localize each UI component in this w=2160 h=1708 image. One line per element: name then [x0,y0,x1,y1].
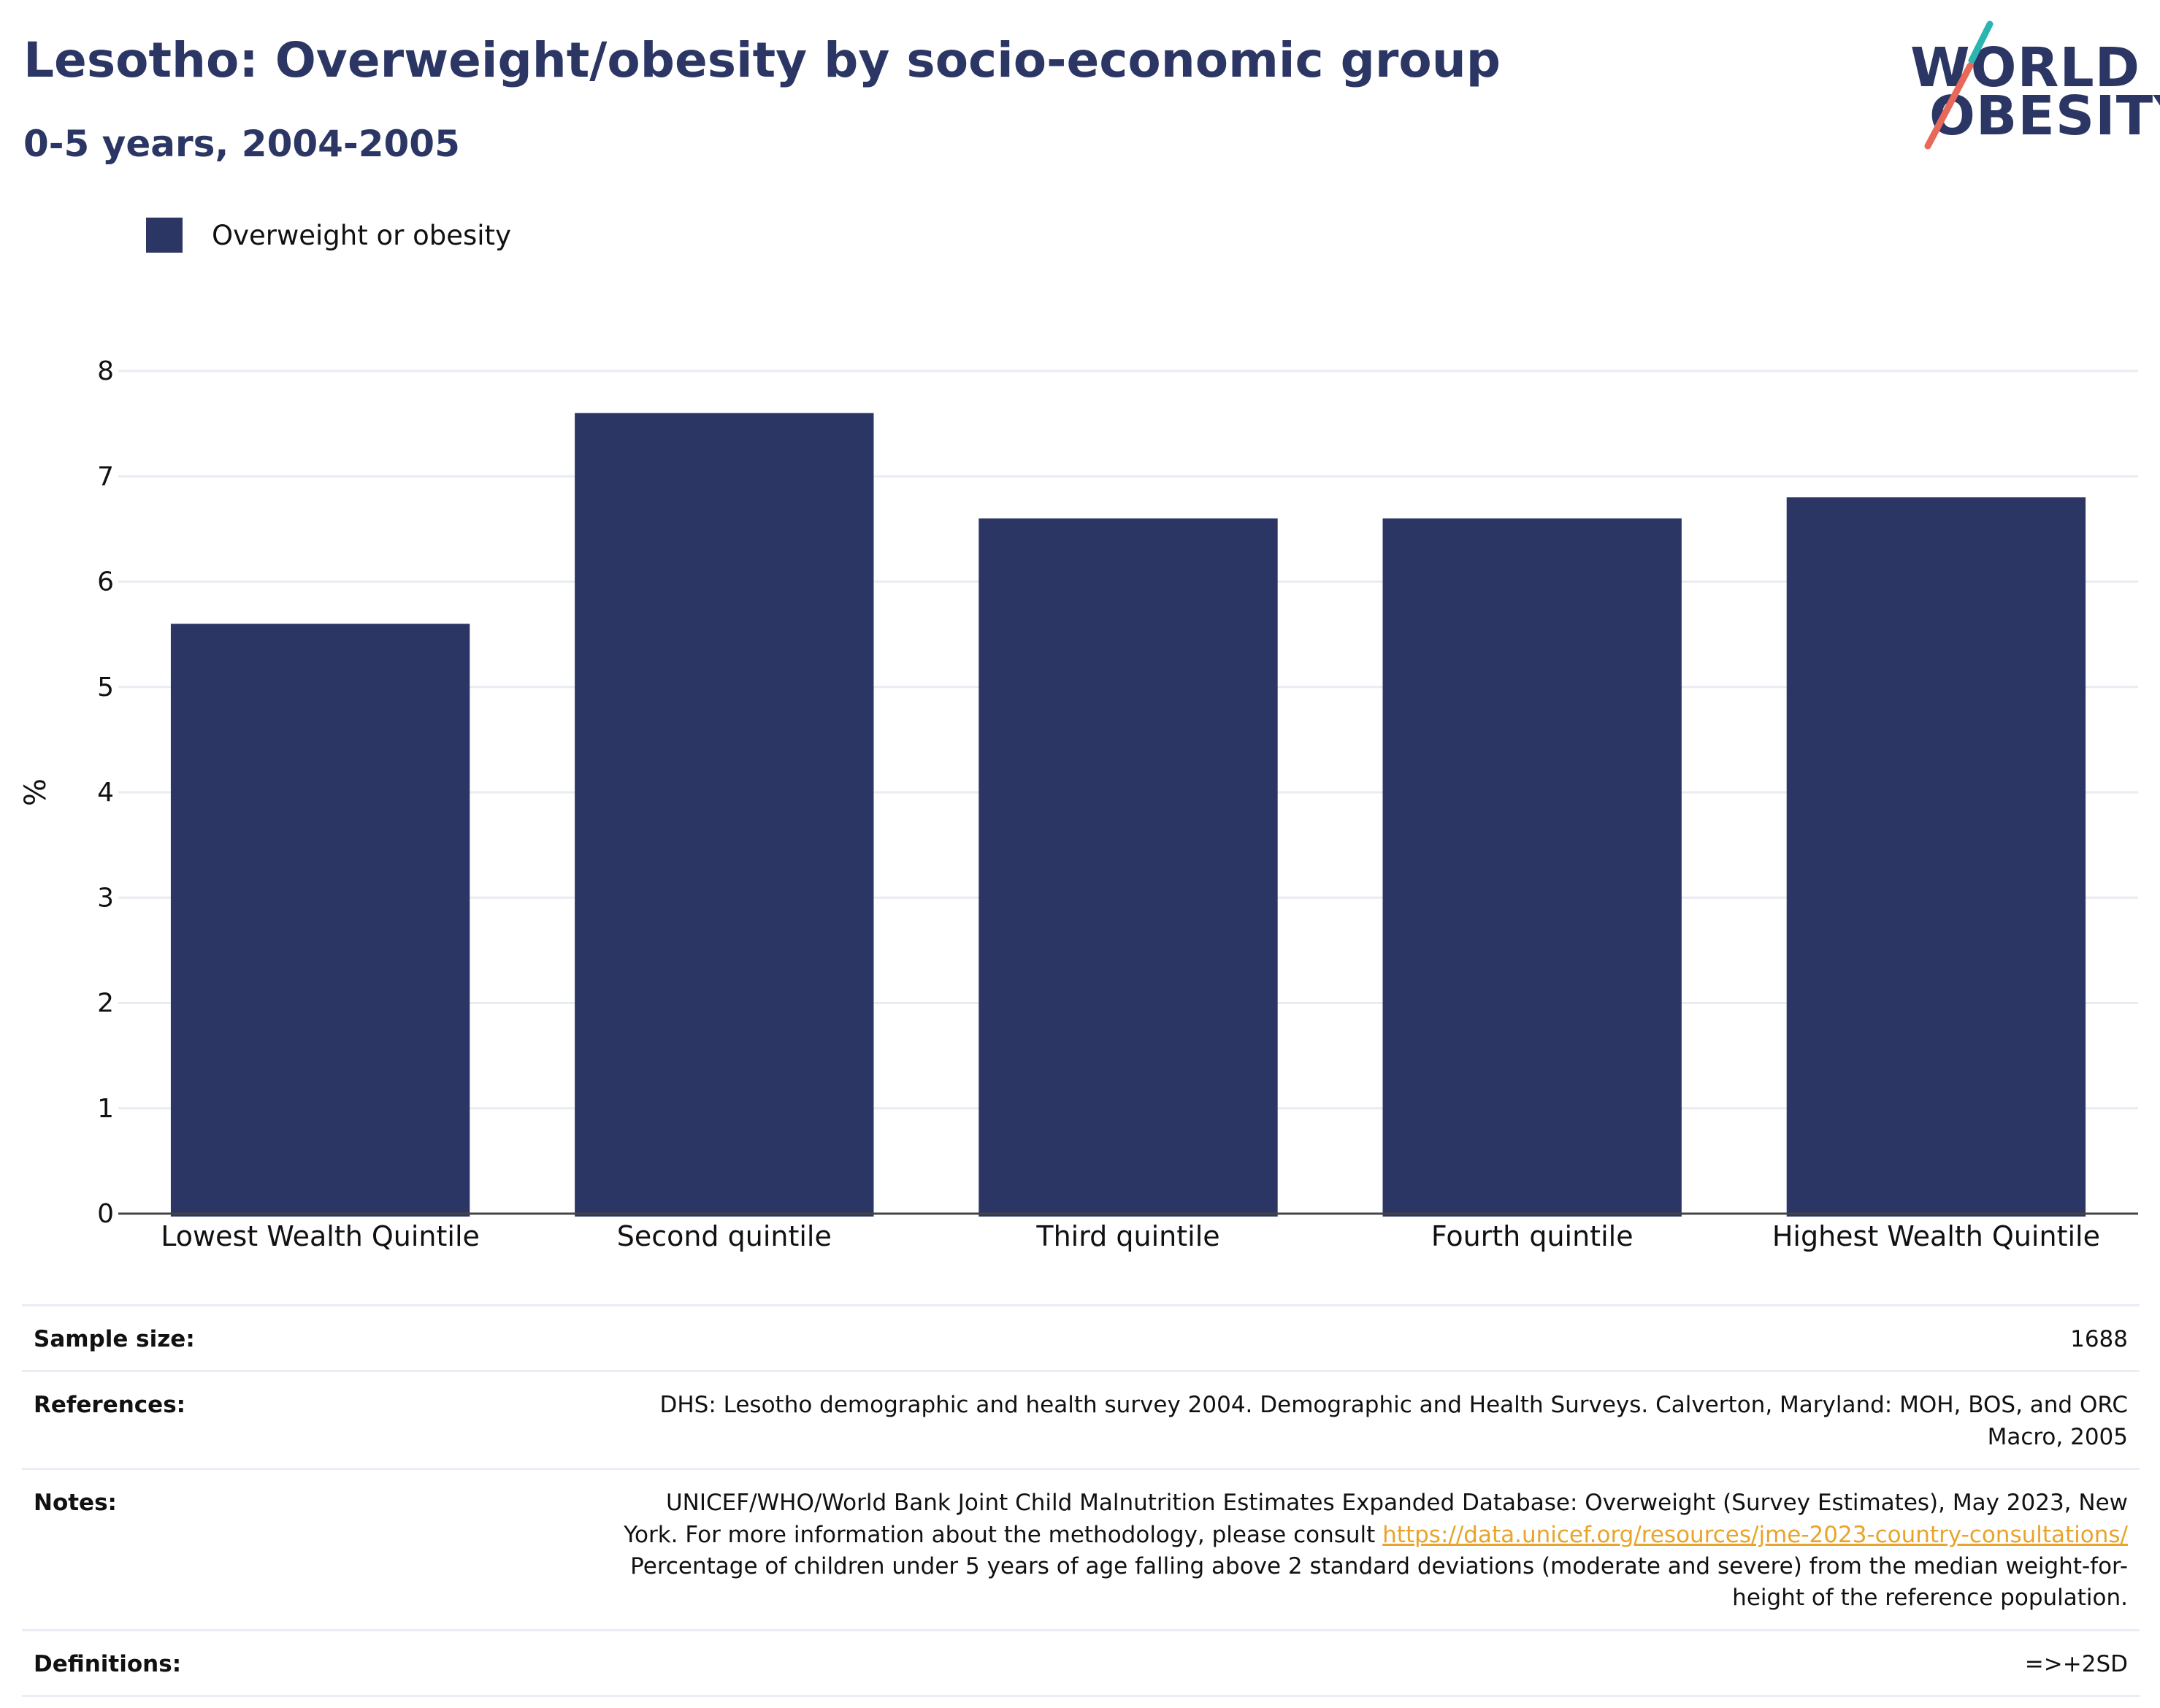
bar-3 [978,518,1278,1217]
definitions-label: Definitions: [34,1650,182,1677]
y-tick-label: 8 [97,356,114,386]
bar-chart: 0 1 2 3 4 5 6 7 8% Lowest Wealth Quintile Second q… [19,356,2138,1252]
logo-word-world: WORLD [1910,37,2141,99]
meta-row-definitions: Definitions: =>+2SD [22,1628,2140,1698]
y-tick-label: 0 [97,1199,114,1229]
y-tick-label: 6 [97,567,114,597]
world-obesity-logo: WORLD OBESITY [1906,20,2160,152]
legend-swatch [146,218,183,253]
notes-line-2: York. For more information about the met… [624,1521,1383,1548]
notes-line-4: height of the reference population. [1732,1585,2128,1612]
logo-slash-icon [1924,20,1994,150]
meta-row-sample-size: Sample size: 1688 [22,1304,2140,1370]
y-tick-label: 1 [97,1094,114,1124]
references-line-2: Macro, 2005 [1987,1423,2128,1450]
meta-row-notes: Notes: UNICEF/WHO/World Bank Joint Child… [22,1468,2140,1629]
y-axis-label: % [19,778,53,806]
x-tick-label: Lowest Wealth Quintile [161,1220,480,1252]
x-tick-label: Fourth quintile [1431,1220,1634,1252]
chart-legend: Overweight or obesity [146,218,511,253]
references-line-1: DHS: Lesotho demographic and health surv… [659,1392,2128,1419]
legend-label: Overweight or obesity [212,219,511,251]
meta-row-references: References: DHS: Lesotho demographic and… [22,1370,2140,1468]
y-tick-label: 2 [97,989,114,1019]
x-tick-label: Highest Wealth Quintile [1772,1220,2100,1252]
bar-1 [170,624,470,1217]
sample-size-label: Sample size: [34,1326,195,1352]
metadata-table: Sample size: 1688 References: DHS: Lesot… [22,1304,2140,1698]
notes-methodology-link[interactable]: https://data.unicef.org/resources/jme-20… [1382,1521,2128,1548]
sample-size-value: 1688 [2070,1326,2128,1352]
y-tick-label: 7 [97,462,114,491]
chart-title: Lesotho: Overweight/obesity by socio-eco… [23,32,1501,88]
definitions-value: =>+2SD [2024,1650,2128,1677]
x-tick-label: Second quintile [617,1220,832,1252]
notes-line-1: UNICEF/WHO/World Bank Joint Child Malnut… [665,1490,2128,1517]
y-tick-label: 5 [97,673,114,702]
bar-5 [1786,497,2086,1217]
references-value: DHS: Lesotho demographic and health surv… [536,1390,2128,1453]
y-tick-label: 3 [97,883,114,913]
notes-label: Notes: [34,1490,117,1517]
notes-value: UNICEF/WHO/World Bank Joint Child Malnut… [536,1487,2128,1615]
x-tick-label: Third quintile [1035,1220,1219,1252]
bar-2 [575,413,874,1217]
chart-subtitle: 0-5 years, 2004-2005 [23,123,460,165]
bar-4 [1382,518,1682,1217]
references-label: References: [34,1392,186,1419]
y-tick-label: 4 [97,778,114,808]
logo-word-obesity: OBESITY [1929,85,2160,148]
notes-line-3: Percentage of children under 5 years of … [630,1552,2128,1579]
